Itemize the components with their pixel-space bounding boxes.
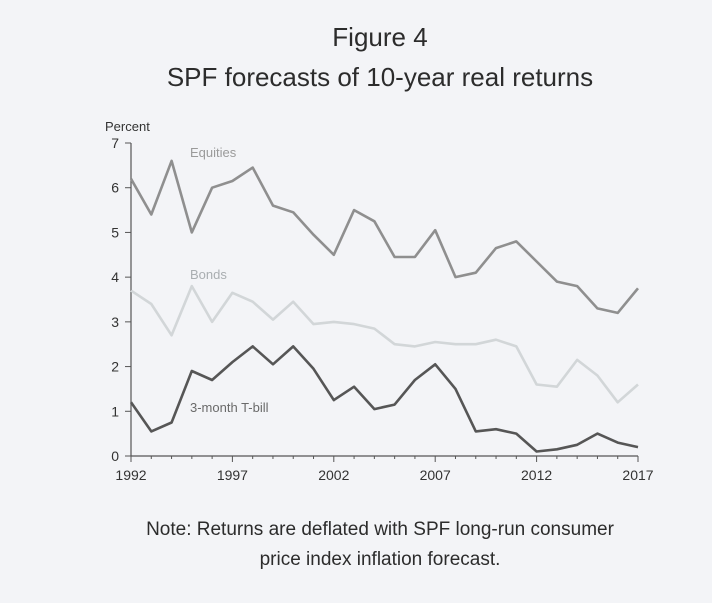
series-label-2: 3-month T-bill [190, 400, 269, 415]
y-tick-label: 7 [111, 135, 119, 151]
series-label-1: Bonds [190, 267, 227, 282]
y-tick-label: 5 [111, 224, 119, 240]
chart-series [129, 159, 640, 453]
x-tick-label: 2017 [622, 467, 653, 483]
y-tick-label: 3 [111, 314, 119, 330]
series-line-0 [129, 159, 640, 315]
x-tick-label: 1997 [217, 467, 248, 483]
chart-note: Note: Returns are deflated with SPF long… [0, 515, 712, 575]
x-tick-label: 2007 [420, 467, 451, 483]
y-tick-label: 1 [111, 403, 119, 419]
y-tick-label: 6 [111, 180, 119, 196]
figure-label: Figure 4 [332, 22, 428, 52]
x-tick-label: 1992 [115, 467, 146, 483]
y-tick-label: 0 [111, 448, 119, 464]
series-line-2 [129, 345, 639, 453]
note-line-2: price index inflation forecast. [259, 549, 501, 570]
chart-title: SPF forecasts of 10-year real returns [166, 62, 594, 92]
chart-labels: Equities Bonds 3-month T-bill [190, 145, 269, 415]
y-tick-label: 2 [111, 359, 119, 375]
y-axis-label: Percent [105, 119, 150, 134]
y-tick-label: 4 [111, 269, 119, 285]
note-line-1: Note: Returns are deflated with SPF long… [146, 519, 614, 540]
x-tick-label: 2002 [318, 467, 349, 483]
series-line-1 [130, 284, 639, 404]
series-label-0: Equities [190, 145, 237, 160]
x-tick-label: 2012 [521, 467, 552, 483]
